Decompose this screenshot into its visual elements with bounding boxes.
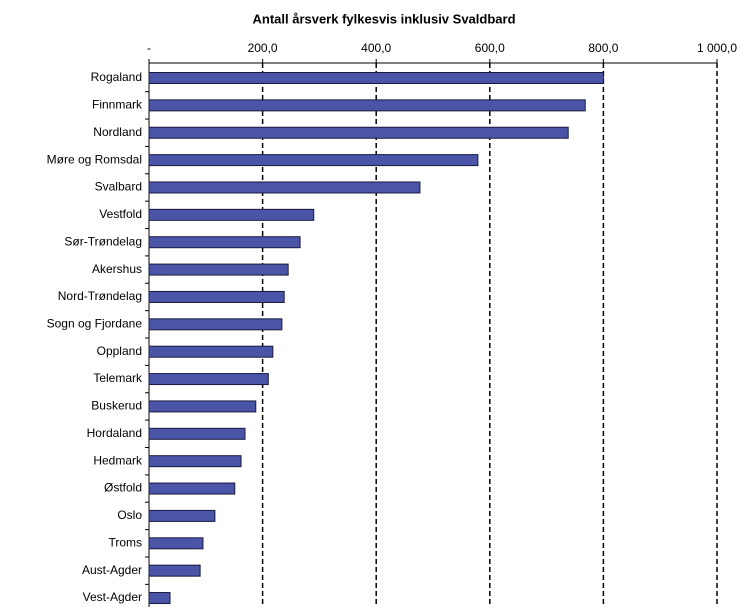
y-tick-label: Vest-Agder: [83, 590, 142, 604]
bar: [148, 236, 301, 249]
y-tick-label: Rogaland: [91, 70, 142, 84]
y-tick-label: Aust-Agder: [82, 563, 142, 577]
bar: [148, 564, 201, 577]
x-tick-label: 400,0: [361, 41, 391, 55]
bar: [148, 509, 216, 522]
y-tick-label: Hedmark: [93, 453, 143, 467]
bar: [148, 537, 204, 550]
y-tick-label: Akershus: [92, 262, 142, 276]
bar: [148, 373, 269, 386]
y-tick-label: Hordaland: [87, 426, 142, 440]
y-tick-label: Nord-Trøndelag: [58, 289, 142, 303]
bar: [148, 72, 604, 84]
x-tick-label: 800,0: [588, 41, 618, 55]
y-tick-label: Østfold: [104, 481, 142, 495]
bar: [148, 181, 421, 194]
y-tick-label: Svalbard: [95, 180, 142, 194]
y-tick-label: Vestfold: [99, 207, 142, 221]
bar: [148, 400, 257, 413]
x-tick-label: 200,0: [248, 41, 278, 55]
bar: [148, 208, 315, 221]
bar: [148, 154, 479, 167]
bar: [148, 482, 236, 495]
bar: [148, 345, 274, 358]
y-tick-label: Sør-Trøndelag: [64, 234, 142, 248]
x-tick-label: 1 000,0: [697, 41, 737, 55]
bar: [148, 126, 569, 139]
chart-title: Antall årsverk fylkesvis inklusiv Svaldb…: [252, 11, 515, 26]
y-tick-label: Oslo: [117, 508, 142, 522]
y-tick-label: Telemark: [93, 371, 143, 385]
bar: [148, 99, 586, 112]
bar: [148, 427, 246, 440]
bar: [148, 318, 283, 331]
bar: [148, 263, 289, 276]
x-tick-label: 600,0: [475, 41, 505, 55]
bar: [148, 290, 285, 303]
bar: [148, 455, 242, 468]
y-tick-label: Troms: [108, 535, 142, 549]
y-tick-label: Møre og Romsdal: [47, 152, 142, 166]
y-tick-label: Nordland: [93, 125, 142, 139]
y-tick-label: Sogn og Fjordane: [47, 317, 143, 331]
y-tick-label: Finnmark: [92, 98, 143, 112]
y-tick-label: Oppland: [97, 344, 142, 358]
x-tick-label: -: [147, 41, 151, 55]
y-tick-label: Buskerud: [91, 399, 142, 413]
bar: [148, 592, 171, 605]
